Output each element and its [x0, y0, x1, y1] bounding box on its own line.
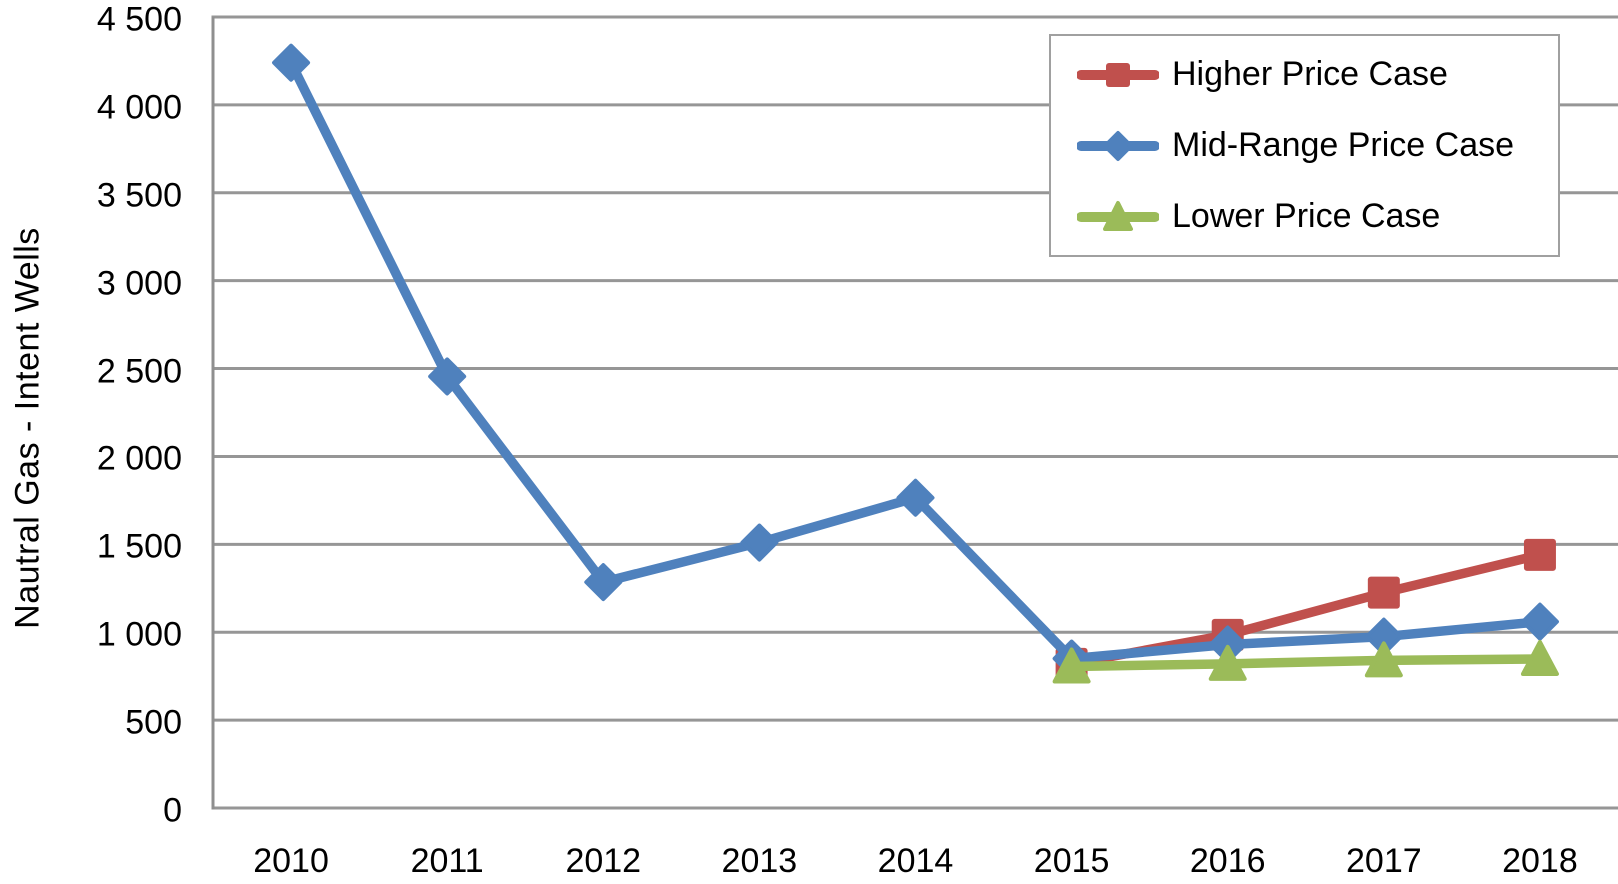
diamond-marker: [428, 357, 467, 396]
diamond-marker: [896, 478, 935, 517]
lower-price-case-swatch-icon: [1077, 200, 1159, 231]
diamond-marker: [584, 563, 623, 602]
legend-item-lower-price-case: Lower Price Case: [1077, 181, 1558, 252]
y-axis-title: Nautral Gas - Intent Wells: [8, 227, 47, 629]
diamond-marker: [272, 43, 311, 82]
triangle-marker: [1364, 641, 1403, 678]
legend-label: Higher Price Case: [1172, 55, 1448, 93]
square-marker: [1367, 576, 1400, 609]
legend-item-higher-price-case: Higher Price Case: [1077, 39, 1558, 110]
diamond-marker: [740, 523, 779, 562]
legend-item-mid-range-price-case: Mid-Range Price Case: [1077, 110, 1558, 181]
triangle-marker: [1520, 639, 1559, 676]
diamond-marker: [1520, 602, 1559, 641]
triangle-marker: [1103, 200, 1133, 231]
mid-range-price-case-swatch-icon: [1077, 130, 1159, 161]
legend-label: Lower Price Case: [1172, 197, 1441, 235]
series-line: [1066, 654, 1545, 672]
triangle-marker: [1208, 644, 1247, 681]
legend-label: Mid-Range Price Case: [1172, 126, 1515, 164]
square-marker: [1106, 62, 1130, 87]
diamond-marker: [1103, 130, 1133, 161]
legend: Higher Price Case Mid-Range Price Case L…: [1049, 34, 1560, 257]
triangle-marker: [1052, 647, 1091, 684]
higher-price-case-swatch-icon: [1077, 62, 1159, 87]
square-marker: [1523, 538, 1556, 571]
